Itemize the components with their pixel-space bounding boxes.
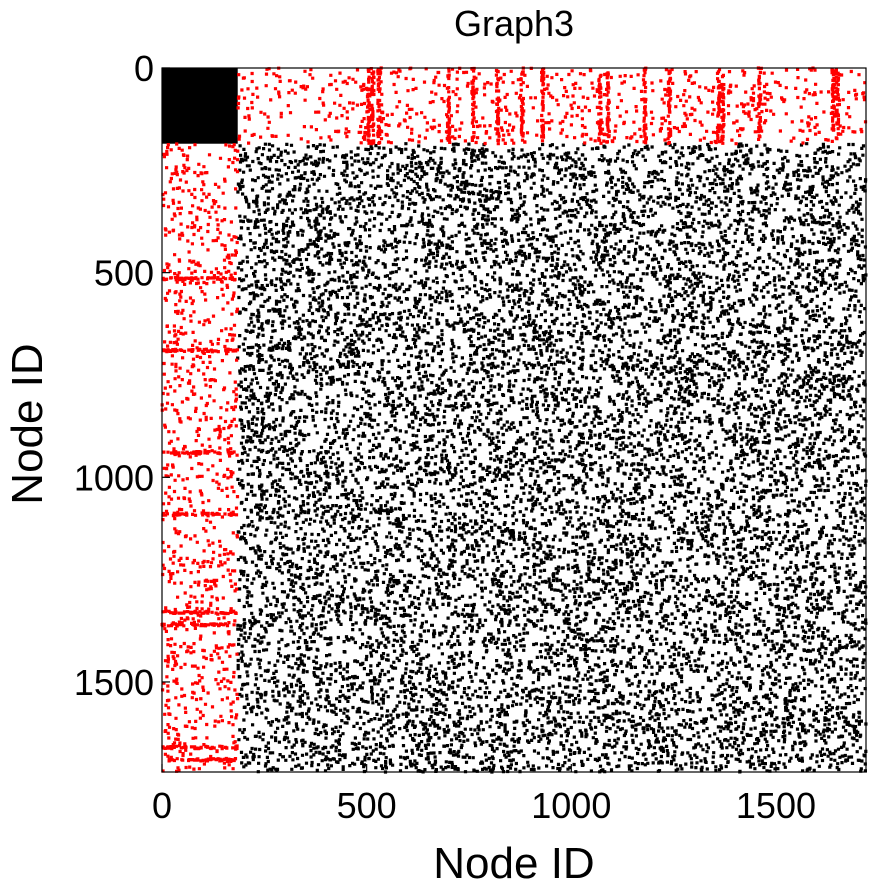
dense-block: [162, 68, 238, 144]
x-axis: 0 500 1000 1500: [152, 764, 816, 826]
y-tick-label: 1500: [74, 662, 154, 703]
plot-frame: [161, 67, 867, 773]
y-tick-label: 0: [134, 48, 154, 89]
x-tick-label: 500: [337, 785, 397, 826]
x-axis-label: Node ID: [433, 839, 594, 886]
x-tick-label: 1000: [531, 785, 611, 826]
y-tick-label: 500: [94, 253, 154, 294]
y-axis: 0 500 1000 1500: [74, 48, 170, 703]
x-tick-label: 0: [152, 785, 172, 826]
y-tick-label: 1000: [74, 457, 154, 498]
intra-block-points: [236, 142, 868, 774]
plot-area: [160, 66, 868, 774]
y-axis-label: Node ID: [3, 343, 52, 504]
x-tick-label: 1500: [736, 785, 816, 826]
chart-title: Graph3: [454, 3, 574, 44]
